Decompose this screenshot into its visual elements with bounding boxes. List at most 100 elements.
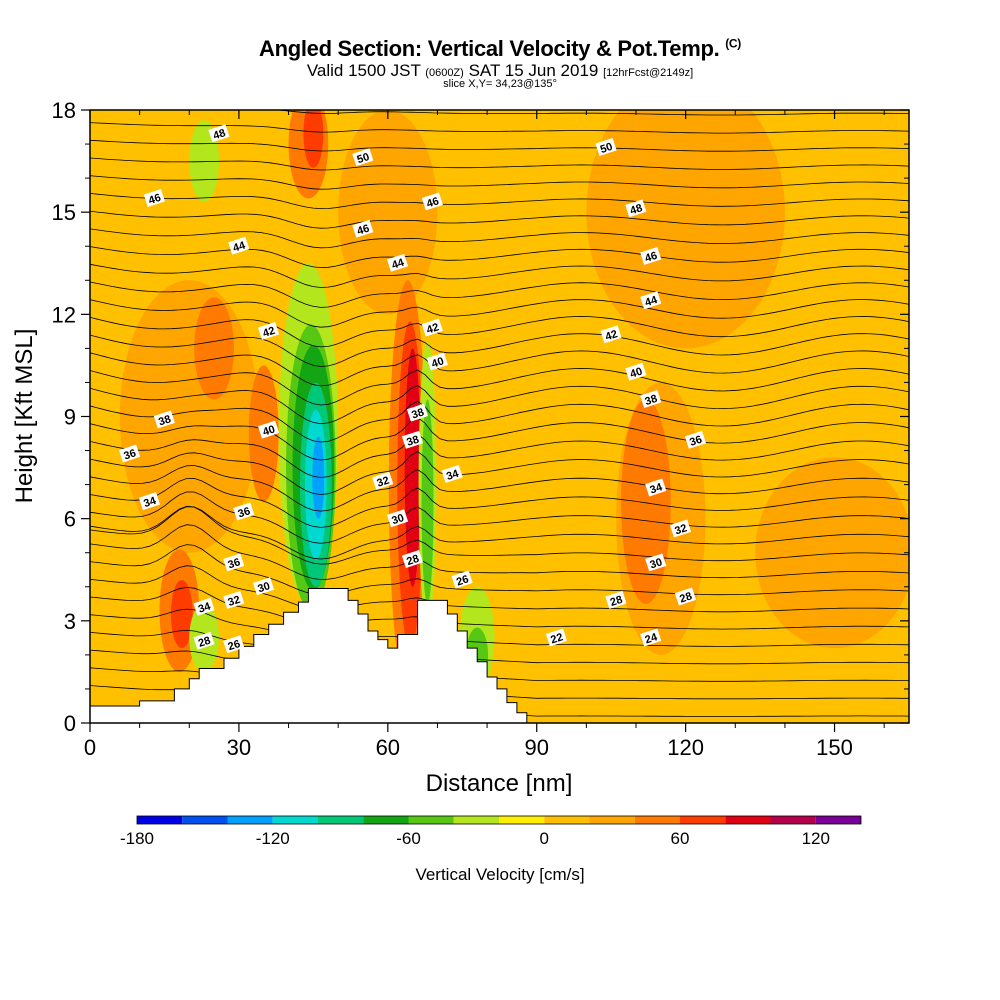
colorbar-swatch — [634, 816, 680, 824]
contour-label: 36 — [233, 502, 255, 521]
isentrope-line — [90, 491, 909, 544]
contour-label: 30 — [386, 509, 409, 528]
isentrope-line — [90, 350, 909, 387]
contour-label: 46 — [352, 219, 374, 238]
contour-label-text: 46 — [644, 250, 659, 265]
contour-label-bg — [674, 587, 697, 606]
slice-info: slice X,Y= 34,23@135° — [443, 78, 557, 90]
terrain-profile — [90, 588, 528, 723]
y-tick-label: 3 — [64, 609, 76, 634]
contour-label-text: 30 — [390, 512, 405, 527]
contour-label-text: 42 — [261, 325, 276, 340]
contour-label: 46 — [640, 246, 662, 265]
contour-label-bg — [223, 590, 245, 609]
isentrope-line — [90, 565, 909, 613]
contour-label-bg — [421, 192, 443, 211]
colorbar-swatch — [453, 816, 499, 824]
isentrope-line — [90, 608, 909, 647]
downdraft-area — [189, 120, 220, 202]
contour-label: 44 — [386, 253, 409, 272]
contour-label-text: 28 — [609, 594, 624, 609]
contour-label-text: 34 — [197, 600, 213, 615]
contour-label: 38 — [401, 430, 424, 449]
colorbar-tick-label: 0 — [540, 829, 549, 848]
contour-label-bg — [640, 390, 662, 408]
contour-label-bg — [645, 553, 667, 572]
contour-label: 34 — [441, 464, 463, 483]
contour-label-text: 28 — [678, 590, 693, 605]
contour-label-bg — [625, 362, 647, 381]
contour-label-text: 46 — [425, 195, 440, 210]
forecast-info: [12hrFcst@2149z] — [603, 67, 694, 79]
contour-label-text: 28 — [197, 635, 212, 650]
y-tick-label: 9 — [64, 405, 76, 430]
colorbar-tick-label: -60 — [396, 829, 421, 848]
downdraft-area — [421, 399, 434, 604]
isentrope-line — [273, 110, 909, 116]
isentrope-line — [90, 299, 909, 328]
contour-label-bg — [421, 318, 443, 337]
x-tick-label: 60 — [376, 735, 400, 760]
updraft-area — [338, 110, 438, 315]
contour-label-text: 38 — [157, 413, 172, 428]
contour-label-bg — [640, 291, 662, 310]
colorbar: -180 -120 -60 0 60 120 — [120, 815, 862, 848]
x-axis-title: Distance [nm] — [426, 770, 573, 797]
colorbar-tick-label: 60 — [671, 829, 690, 848]
contour-label: 38 — [640, 390, 662, 408]
isentrope-line — [90, 87, 909, 97]
terrain — [90, 588, 528, 723]
y-tick-label: 12 — [52, 302, 76, 327]
colorbar-swatch — [137, 816, 183, 824]
contour-label: 50 — [595, 138, 617, 156]
contour-label-bg — [605, 590, 627, 609]
contour-label-bg — [233, 502, 255, 521]
colorbar-swatch — [318, 816, 364, 824]
colorbar-swatch — [815, 816, 861, 824]
x-tick-label: 0 — [84, 735, 96, 760]
x-tick-label: 150 — [816, 735, 853, 760]
isentrope-line — [90, 506, 909, 560]
contour-label-bg — [143, 189, 165, 207]
isentrope-line — [90, 175, 909, 190]
contour-label-text: 28 — [405, 553, 420, 568]
contour-label: 24 — [640, 628, 662, 646]
contour-label-text: 44 — [232, 239, 248, 254]
contour-label-text: 38 — [644, 393, 659, 408]
isentrope-line — [90, 333, 909, 367]
contour-label-bg — [386, 253, 409, 272]
contour-label-text: 40 — [430, 355, 445, 370]
colorbar-swatch — [544, 816, 590, 824]
contour-label: 42 — [600, 325, 622, 343]
contour-label-bg — [257, 420, 280, 439]
contour-label-bg — [545, 628, 568, 647]
contour-label-bg — [252, 577, 275, 596]
contour-label-bg — [153, 410, 175, 429]
contour-label: 32 — [372, 471, 394, 490]
contour-label-bg — [451, 570, 473, 589]
isentrope-line — [90, 417, 909, 461]
contour-label-bg — [401, 430, 424, 449]
contour-label: 30 — [645, 553, 667, 572]
colorbar-swatch — [725, 816, 771, 824]
contour-label-bg — [595, 138, 617, 156]
y-tick-label: 6 — [64, 507, 76, 532]
contour-label-text: 36 — [227, 556, 242, 571]
chart-title: Angled Section: Vertical Velocity & Pot.… — [0, 36, 1000, 62]
contour-label-text: 46 — [356, 223, 371, 238]
contour-label-bg — [386, 509, 409, 528]
isentrope-line — [90, 451, 909, 495]
contour-label-bg — [223, 553, 245, 572]
isentrope-line — [90, 368, 909, 406]
contour-label: 34 — [645, 478, 667, 497]
isentrope-line — [90, 210, 909, 229]
chart-subtitle: Valid 1500 JST (0600Z) SAT 15 Jun 2019 [… — [0, 61, 1000, 81]
contour-label-text: 50 — [356, 151, 371, 166]
contour-label-text: 38 — [410, 406, 425, 421]
contour-label-bg — [228, 236, 250, 255]
contour-label: 44 — [228, 236, 250, 255]
contour-label: 30 — [252, 577, 275, 596]
colorbar-swatch — [589, 816, 635, 824]
contour-label-text: 42 — [604, 328, 619, 343]
contour-label-text: 32 — [227, 594, 242, 609]
